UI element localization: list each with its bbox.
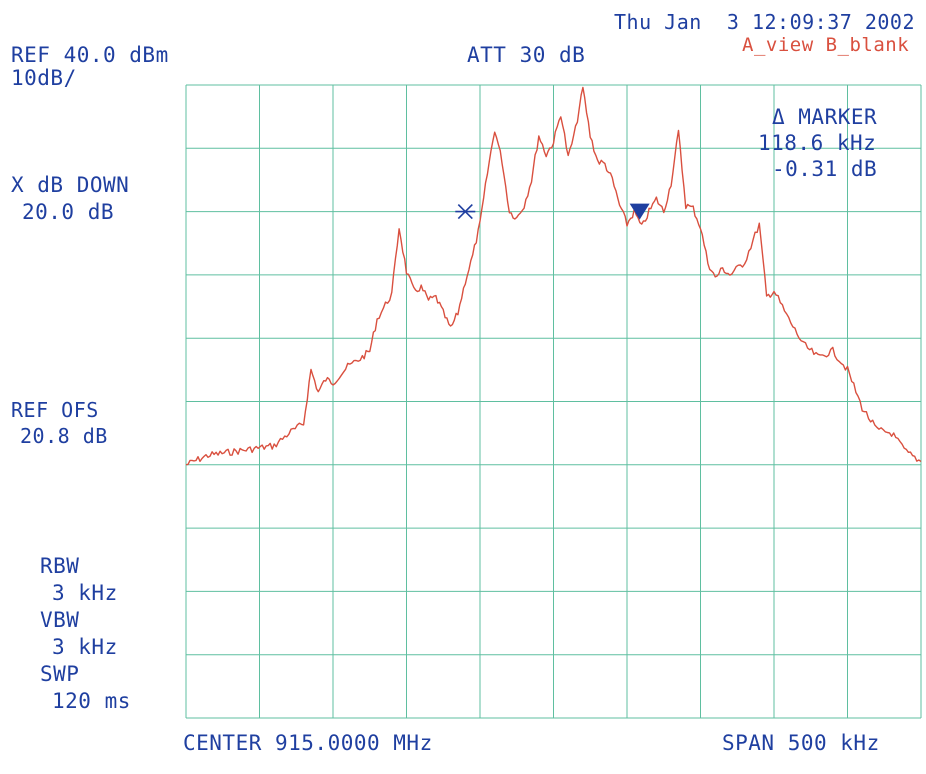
reference-marker-icon — [455, 204, 476, 220]
timestamp: Thu Jan 3 12:09:37 2002 — [614, 10, 915, 34]
trace-mode: A_view B_blank — [742, 34, 910, 56]
attenuation: ATT 30 dB — [467, 43, 586, 67]
x-db-down-value: 20.0 dB — [22, 200, 115, 224]
vbw-label: VBW — [40, 608, 80, 632]
swp-label: SWP — [40, 662, 80, 686]
delta-marker-frequency: 118.6 kHz — [758, 131, 877, 155]
spectrum-trace — [185, 86, 922, 466]
swp-value: 120 ms — [52, 689, 131, 713]
center-frequency: CENTER 915.0000 MHz — [183, 731, 433, 755]
scale-per-div: 10dB/ — [11, 66, 77, 90]
ref-ofs-label: REF OFS — [11, 398, 99, 422]
delta-marker-level: -0.31 dB — [772, 157, 878, 181]
vbw-value: 3 kHz — [52, 635, 118, 659]
plot-grid — [185, 84, 922, 719]
x-db-down-label: X dB DOWN — [11, 173, 130, 197]
rbw-value: 3 kHz — [52, 581, 118, 605]
markers-layer — [455, 203, 650, 220]
ref-level: REF 40.0 dBm — [11, 43, 169, 67]
ref-ofs-value: 20.8 dB — [20, 424, 108, 448]
delta-marker-icon — [629, 203, 650, 220]
rbw-label: RBW — [40, 554, 80, 578]
delta-marker-title: Δ MARKER — [772, 105, 878, 129]
span: SPAN 500 kHz — [722, 731, 880, 755]
